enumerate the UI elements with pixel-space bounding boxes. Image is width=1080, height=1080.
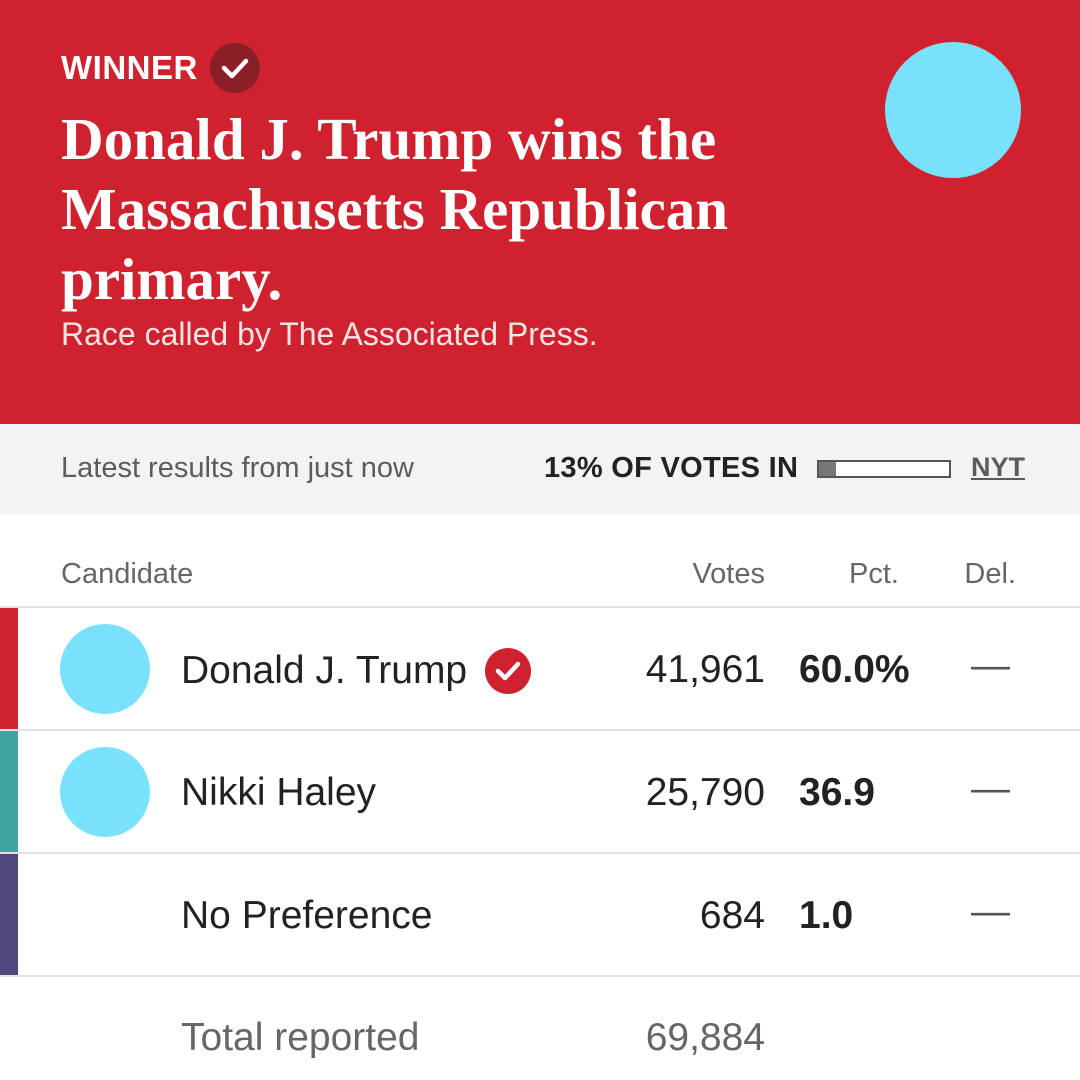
candidate-delegates: — [971,890,1010,933]
nyt-source-link[interactable]: NYT [971,452,1025,482]
candidate-pct: 60.0% [799,648,910,691]
total-reported-votes: 69,884 [645,1016,765,1059]
table-row: Donald J. Trump 41,961 60.0% — [0,608,1080,731]
results-status-bar: Latest results from just now 13% OF VOTE… [0,424,1080,514]
party-color-stripe [0,731,18,852]
votes-in-label: 13% OF VOTES IN [544,452,799,484]
candidate-pct: 36.9 [799,771,875,814]
candidate-name: Nikki Haley [181,771,376,815]
winner-banner: WINNER Donald J. Trump wins the Massachu… [0,0,1080,424]
avatar [60,624,150,714]
table-row: No Preference 684 1.0 — [0,854,1080,977]
winner-label: WINNER [61,49,198,86]
candidate-name: No Preference [181,894,432,938]
winner-row: WINNER [61,43,260,93]
candidate-delegates: — [971,644,1010,687]
check-icon [209,43,260,93]
candidate-delegates: — [971,767,1010,810]
headline: Donald J. Trump wins the Massachusetts R… [61,106,729,312]
candidate-name-text: Donald J. Trump [181,649,468,692]
column-header-del: Del. [964,558,1016,590]
total-row: Total reported 69,884 [0,980,1080,1080]
candidate-votes: 41,961 [645,648,765,691]
candidate-photo [885,42,1021,178]
column-header-candidate: Candidate [61,558,194,590]
subhead: Race called by The Associated Press. [61,316,598,352]
total-reported-label: Total reported [181,1016,420,1059]
candidate-pct: 1.0 [799,894,854,937]
winner-check-icon [485,648,532,694]
party-color-stripe [0,608,18,729]
avatar [60,747,150,837]
candidate-name-text: No Preference [181,894,433,937]
candidate-votes: 684 [699,894,765,937]
results-table-header: Candidate Votes Pct. Del. [0,514,1080,608]
candidate-name: Donald J. Trump [181,648,532,694]
candidate-votes: 25,790 [645,771,765,814]
column-header-pct: Pct. [849,558,899,590]
candidate-name-text: Nikki Haley [181,771,377,814]
latest-results-text: Latest results from just now [61,452,414,484]
party-color-stripe [0,854,18,975]
votes-in-progress-bar [817,460,951,478]
votes-in-progress-fill [819,462,836,476]
table-row: Nikki Haley 25,790 36.9 — [0,731,1080,854]
column-header-votes: Votes [692,558,765,590]
